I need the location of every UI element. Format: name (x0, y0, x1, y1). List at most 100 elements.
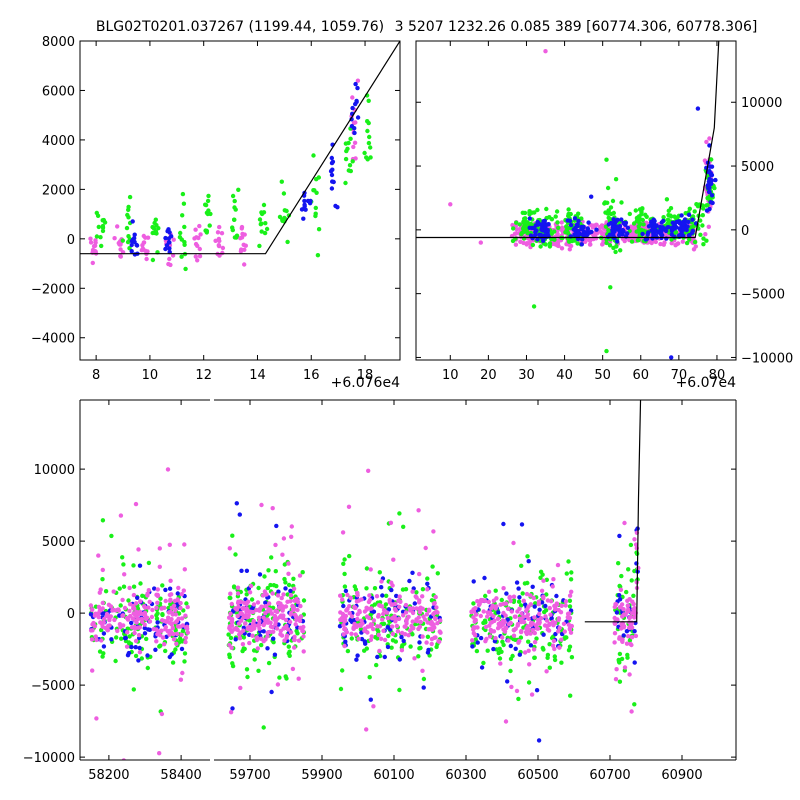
point-violet (364, 606, 370, 611)
point-violet (298, 603, 303, 609)
point-violet (392, 613, 397, 619)
point-violet (421, 614, 426, 619)
point-violet (377, 603, 382, 608)
point-violet (488, 628, 494, 633)
point-violet (630, 611, 635, 616)
point-green (362, 648, 367, 653)
point-blue (343, 588, 349, 594)
point-blue (676, 219, 681, 224)
point-violet (403, 602, 409, 608)
point-green (401, 524, 406, 529)
point-violet (235, 585, 241, 590)
point-green (121, 562, 126, 567)
point-violet (100, 567, 106, 573)
point-violet (106, 602, 112, 607)
point-blue (619, 217, 624, 222)
point-blue (517, 652, 522, 657)
point-violet (528, 631, 533, 636)
point-violet (473, 606, 478, 611)
point-green (262, 574, 267, 579)
point-green (338, 686, 344, 692)
point-violet (487, 610, 493, 615)
point-green (314, 177, 319, 182)
point-violet (160, 618, 165, 623)
point-green (425, 634, 431, 639)
point-blue (133, 645, 138, 650)
point-violet (274, 626, 280, 631)
point-violet (145, 593, 150, 598)
point-green (552, 229, 557, 234)
point-green (372, 586, 378, 591)
point-green (232, 235, 238, 240)
point-violet (104, 613, 110, 619)
bottom-seg-b-xtick-label: 60500 (517, 768, 558, 783)
point-violet (502, 629, 508, 634)
point-violet (167, 632, 172, 637)
point-violet (390, 624, 395, 629)
point-violet (481, 609, 486, 614)
point-blue (169, 234, 174, 239)
point-violet (298, 625, 303, 630)
point-violet (522, 650, 528, 655)
point-violet (506, 638, 511, 643)
point-violet (423, 545, 428, 551)
point-green (313, 205, 318, 211)
point-violet (279, 595, 284, 601)
point-blue (535, 237, 540, 242)
point-green (145, 665, 150, 671)
point-blue (579, 242, 584, 247)
point-violet (344, 630, 349, 635)
point-blue (101, 631, 107, 636)
point-blue (617, 533, 622, 539)
bottom-seg-b-xtick-label: 60100 (373, 768, 414, 783)
point-violet (241, 606, 246, 611)
point-violet (340, 597, 345, 602)
top-right-ytick-label: −5000 (741, 288, 785, 303)
point-violet (122, 605, 128, 611)
point-blue (505, 679, 510, 684)
point-blue (594, 227, 599, 232)
point-violet (286, 571, 291, 576)
point-violet (495, 616, 501, 621)
point-green (497, 656, 503, 661)
point-blue (686, 219, 691, 225)
point-green (508, 656, 514, 662)
point-green (700, 213, 705, 218)
point-green (528, 221, 534, 227)
point-green (474, 648, 480, 654)
point-green (552, 657, 558, 663)
point-violet (344, 608, 349, 613)
point-blue (572, 232, 577, 238)
point-violet (173, 607, 178, 613)
point-violet (245, 626, 250, 632)
point-violet (173, 612, 178, 617)
point-green (311, 153, 316, 158)
point-violet (381, 628, 386, 633)
point-green (668, 206, 674, 211)
point-violet (180, 670, 185, 676)
point-violet (526, 616, 531, 621)
point-blue (394, 593, 399, 599)
point-green (553, 214, 558, 219)
point-violet (488, 620, 493, 625)
point-violet (235, 613, 240, 619)
point-blue (153, 647, 158, 652)
top-right-ytick-label: 5000 (741, 160, 774, 175)
point-violet (162, 605, 167, 610)
point-violet (556, 629, 561, 634)
point-violet (500, 618, 506, 623)
point-violet (620, 639, 625, 644)
point-green (520, 210, 525, 215)
point-blue (536, 738, 542, 743)
point-green (99, 627, 104, 633)
point-outlier (604, 157, 609, 162)
point-green (526, 680, 532, 685)
point-green (124, 225, 130, 231)
point-blue (580, 227, 585, 232)
point-violet (257, 619, 262, 624)
point-violet (171, 632, 176, 637)
point-green (268, 582, 273, 588)
point-blue (534, 688, 540, 693)
point-violet (362, 609, 368, 614)
point-green (135, 606, 141, 611)
